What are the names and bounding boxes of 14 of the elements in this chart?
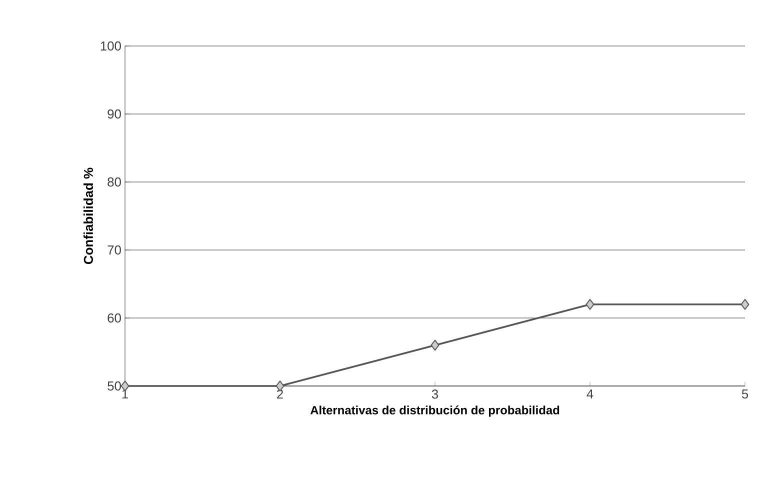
x-tick-label: 5 [742, 390, 748, 399]
y-tick-label: 50 [108, 381, 121, 391]
x-tick-label: 4 [586, 390, 594, 398]
point [586, 298, 594, 310]
y-tick-label: 90 [108, 109, 121, 119]
point [740, 298, 750, 310]
y-axis-title: Confiabilidad % [84, 168, 94, 264]
y-tick-label: 70 [108, 245, 121, 255]
y-tick-label: 80 [108, 177, 121, 187]
x-tick-label: 3 [432, 390, 438, 399]
y-tick-label: 60 [108, 313, 121, 323]
y-tick-label: 100 [100, 41, 121, 51]
x-axis-title: Alternativas de distribución de probabilidad [310, 406, 560, 417]
point [430, 340, 440, 351]
